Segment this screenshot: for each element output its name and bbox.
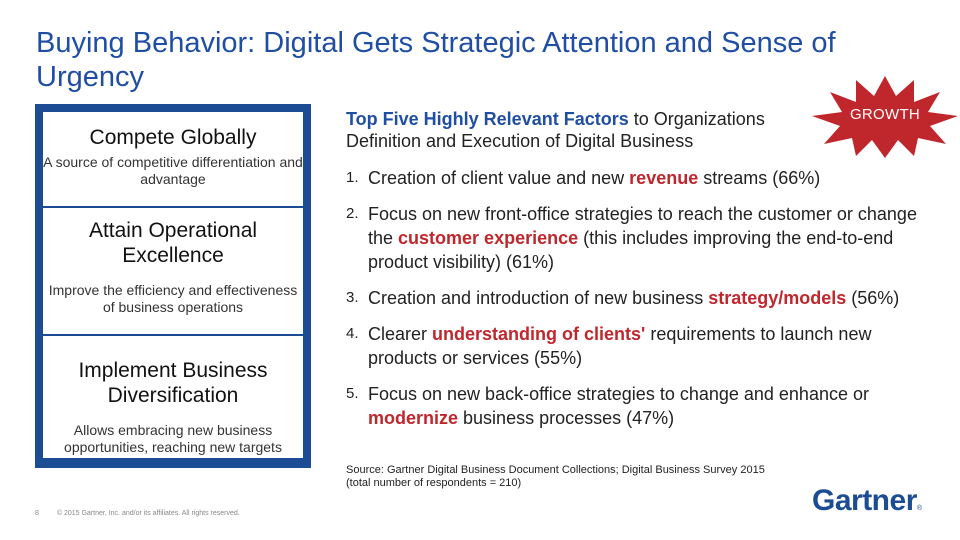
item-text: business processes (47%) [458,408,675,428]
item-number: 3. [346,289,359,306]
slide-title: Buying Behavior: Digital Gets Strategic … [36,27,836,93]
list-item: 3. Creation and introduction of new busin… [346,286,926,310]
item-number: 5. [346,385,359,402]
card-text: A source of competitive differentiation … [43,154,303,187]
item-highlight: strategy/models [708,288,847,308]
heading-rest: to Organizations Definition and Executio… [346,109,765,151]
page-number: 8 [35,510,39,517]
factors-list: 1. Creation of client value and new reven… [346,166,926,430]
copyright-text: © 2015 Gartner, Inc. and/or its affiliat… [56,510,240,517]
growth-badge: GROWTH [810,74,960,158]
item-text: requirements to launch new products or s… [368,324,872,368]
item-number: 4. [346,325,359,342]
item-text: Creation of client value and new [368,168,630,188]
item-number: 2. [346,205,359,222]
logo-text: Gartner [812,484,917,517]
card-heading: Implement Business Diversification [78,359,268,407]
item-number: 1. [346,169,359,186]
card-compete-globally: Compete Globally A source of competitive… [43,112,303,208]
card-operational-excellence: Attain Operational Excellence Improve th… [43,208,303,334]
list-item: 2. Focus on new front-office strategies t… [346,202,926,274]
footer: 8 © 2015 Gartner, Inc. and/or its affili… [35,510,240,517]
item-text: Focus on new back-office strategies to c… [368,384,869,404]
item-text: streams (66%) [698,168,821,188]
factors-heading: Top Five Highly Relevant Factors to Orga… [346,108,826,152]
card-business-diversification: Implement Business Diversification Allow… [43,336,303,458]
card-text: Improve the efficiency and effectiveness… [48,282,298,315]
heading-highlight: Top Five Highly Relevant Factors [346,109,629,129]
item-text: (56%) [846,288,900,308]
list-item: 1. Creation of client value and new reven… [346,166,926,190]
list-item: 5. Focus on new back-office strategies to… [346,382,926,430]
item-highlight: modernize [368,408,459,428]
item-text: Focus on new front-office strategies to … [368,204,917,248]
card-heading: Attain Operational Excellence [88,219,258,267]
badge-label: GROWTH [849,106,921,123]
item-text: Creation and introduction of new busines… [368,288,709,308]
gartner-logo: Gartner® [812,484,922,518]
item-text: (this includes improving the end-to-end … [368,228,894,272]
objectives-panel: Compete Globally A source of competitive… [35,104,311,468]
source-line: Source: Gartner Digital Business Documen… [346,464,765,476]
logo-mark: ® [916,505,922,512]
starburst-icon [812,76,958,158]
source-line: (total number of respondents = 210) [346,477,522,489]
card-text: Allows embracing new business opportunit… [64,422,282,455]
item-highlight: understanding of clients' [432,324,646,344]
source-note: Source: Gartner Digital Business Documen… [346,464,826,490]
item-text: Clearer [368,324,433,344]
item-highlight: customer experience [398,228,579,248]
card-heading: Compete Globally [89,126,257,149]
item-highlight: revenue [629,168,699,188]
list-item: 4. Clearer understanding of clients' requ… [346,322,926,370]
